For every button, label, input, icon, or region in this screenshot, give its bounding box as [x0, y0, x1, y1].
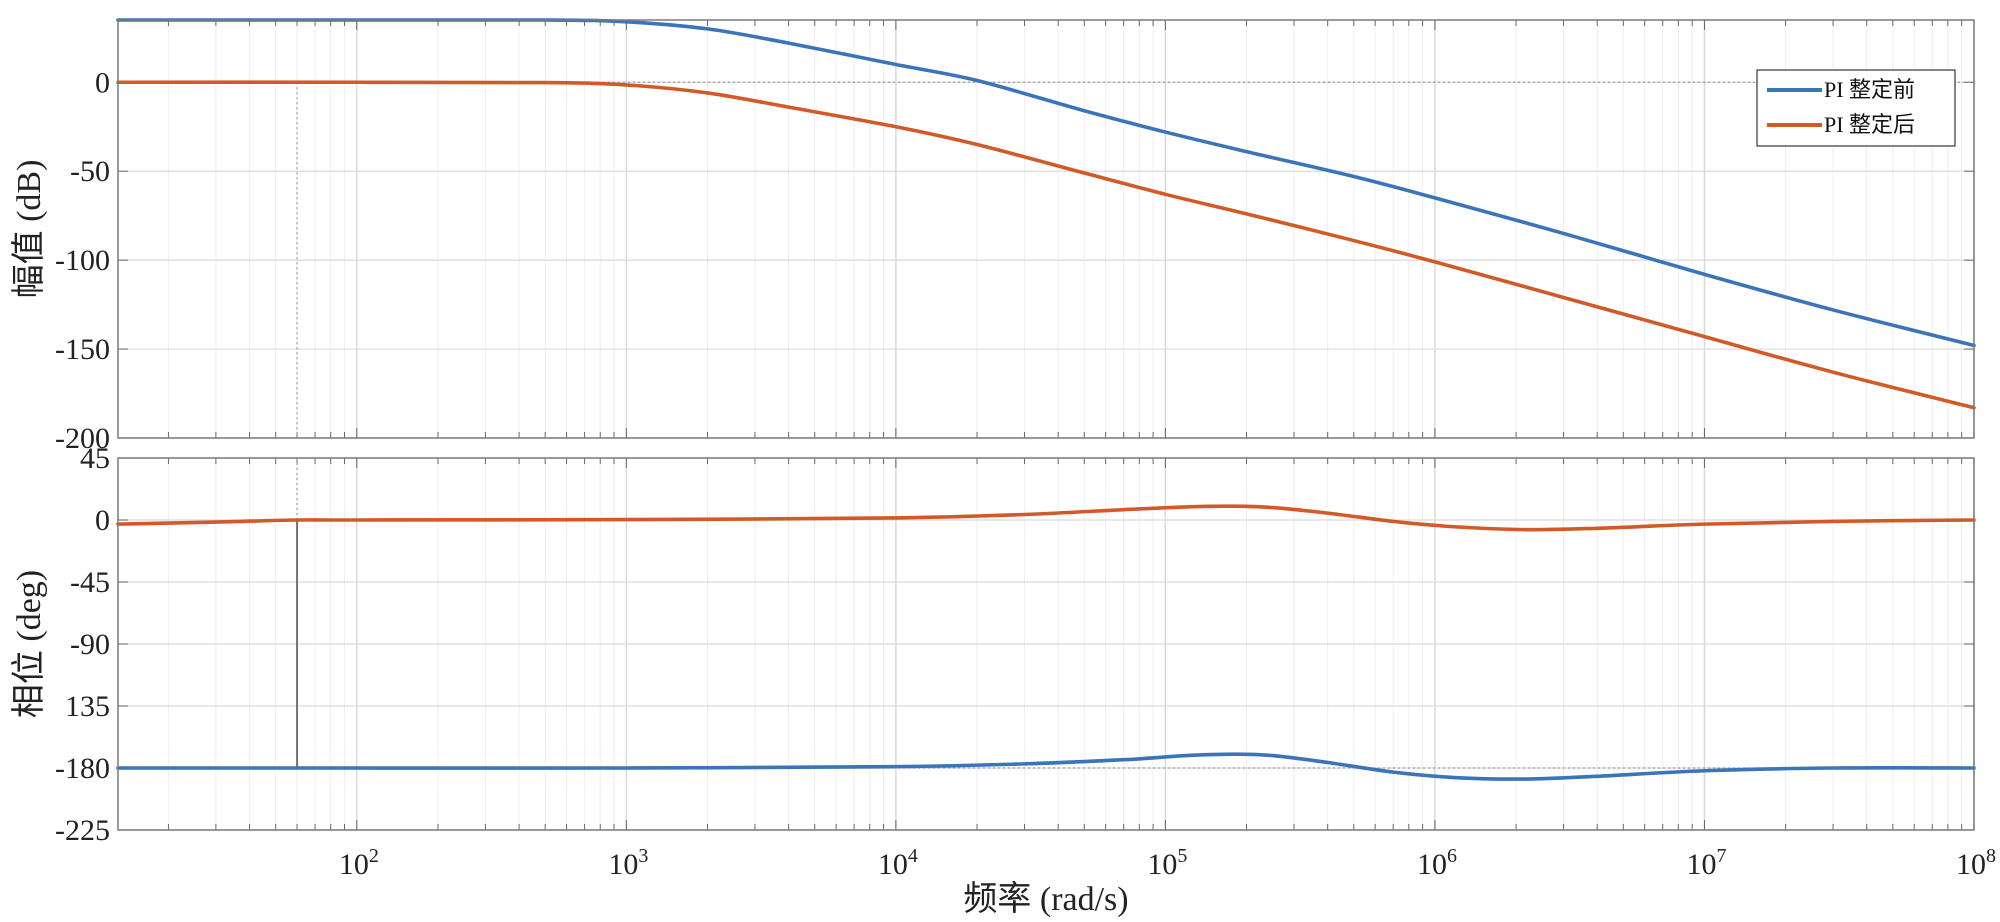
- magnitude-reference-lines: [118, 81, 1974, 438]
- frequency-x-ticks: 102 103 104 105 106 107 108: [339, 845, 1996, 881]
- magnitude-y-tick-label: -200: [55, 422, 110, 455]
- x-tick-label: 107: [1686, 845, 1726, 881]
- x-tick-label: 106: [1417, 845, 1457, 881]
- magnitude-axes-frame: [117, 19, 1975, 439]
- phase-y-tick-label: -90: [70, 628, 110, 661]
- magnitude-y-tick-label: -150: [55, 333, 110, 366]
- magnitude-panel: 0 -50 -100 -150 -200 幅值 (dB) PI 整定前 PI 整定后: [10, 18, 1976, 455]
- phase-y-axis-label: 相位 (deg): [10, 570, 48, 718]
- phase-y-tick-label: 45: [80, 442, 110, 475]
- phase-y-tick-label: 0: [95, 504, 110, 537]
- magnitude-y-ticks: 0 -50 -100 -150 -200: [55, 66, 110, 455]
- phase-axes-frame: [117, 457, 1975, 831]
- frequency-x-axis-label: 频率 (rad/s): [963, 880, 1128, 918]
- magnitude-y-axis-label: 幅值 (dB): [10, 160, 48, 299]
- legend-box: [1756, 69, 1956, 147]
- x-tick-label: 104: [878, 845, 918, 881]
- magnitude-y-tick-label: 0: [95, 66, 110, 99]
- magnitude-y-tick-label: -100: [55, 244, 110, 277]
- phase-series-line-before: [116, 752, 1976, 781]
- x-tick-label: 103: [608, 845, 648, 881]
- magnitude-series-line-after: [116, 80, 1976, 410]
- phase-series: [116, 504, 1976, 781]
- phase-y-tick-label: 135: [65, 690, 110, 723]
- x-tick-label: 108: [1956, 845, 1996, 881]
- phase-reference-lines: [118, 458, 1974, 769]
- magnitude-y-tick-label: -50: [70, 155, 110, 188]
- legend-label-before: PI 整定前: [1824, 77, 1915, 102]
- legend-label-after: PI 整定后: [1824, 112, 1915, 137]
- phase-y-tick-label: -180: [55, 752, 110, 785]
- legend: PI 整定前 PI 整定后: [1756, 69, 1956, 147]
- phase-y-tick-label: -45: [70, 566, 110, 599]
- phase-y-tick-label: -225: [55, 814, 110, 847]
- phase-y-ticks: 45 0 -45 -90 135 -180 -225: [55, 442, 110, 847]
- phase-series-line-after: [116, 504, 1976, 532]
- x-tick-label: 105: [1147, 845, 1187, 881]
- magnitude-plot-area: [118, 20, 1974, 438]
- x-tick-label: 102: [339, 845, 379, 881]
